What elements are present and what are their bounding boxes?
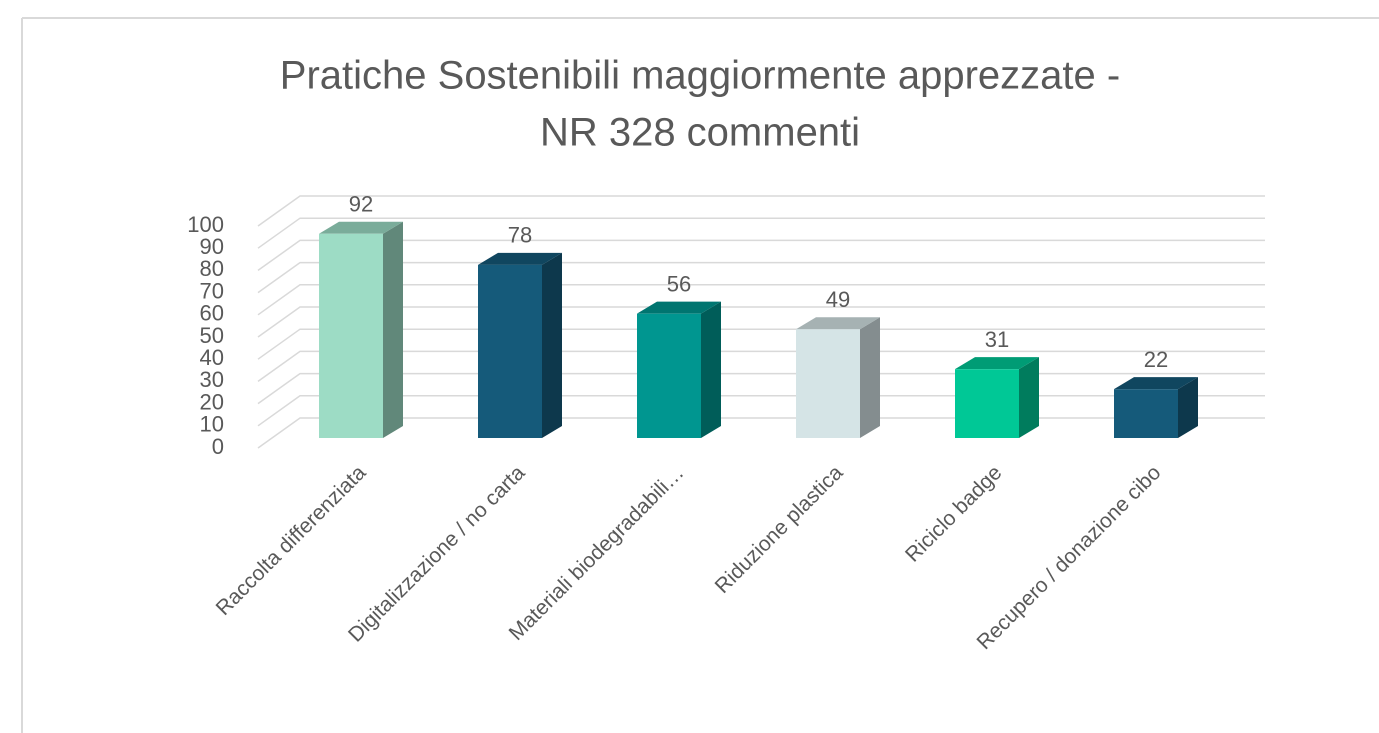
bar-front	[955, 369, 1019, 438]
x-tick-label: Raccolta differenziata	[212, 461, 371, 620]
bar-side	[701, 301, 721, 438]
grid-line	[257, 239, 1265, 272]
grid-line	[257, 350, 1265, 383]
bar-front	[1114, 389, 1178, 438]
value-label: 78	[508, 223, 532, 248]
value-label: 22	[1144, 347, 1168, 372]
bar-front	[796, 329, 860, 438]
y-tick-label: 100	[187, 212, 224, 237]
chart-title: Pratiche Sostenibili maggiormente apprez…	[280, 54, 1120, 98]
bar-top	[796, 317, 880, 330]
x-tick-label: Riciclo badge	[901, 461, 1006, 566]
bar-front	[478, 264, 542, 438]
grid-line	[257, 217, 1265, 249]
grid-line	[257, 195, 1265, 227]
bar	[637, 301, 721, 438]
bar-top	[1114, 377, 1198, 390]
grid-line	[257, 395, 1265, 427]
bar-side	[860, 317, 880, 438]
bar	[319, 221, 403, 438]
grid-line	[257, 328, 1265, 360]
bar-side	[542, 252, 562, 438]
x-tick-label: Riduzione plastica	[711, 461, 848, 598]
x-tick-label: Digitalizzazione / no carta	[344, 461, 530, 647]
x-tick-label: Recupero / donazione cibo	[973, 461, 1166, 654]
value-label: 49	[826, 287, 850, 312]
y-tick-label: 60	[200, 301, 224, 326]
bar-front	[319, 233, 383, 438]
bar-top	[319, 221, 403, 234]
grid-line	[257, 261, 1265, 294]
bar-side	[383, 221, 403, 438]
bar	[796, 317, 880, 438]
grid-line	[257, 417, 1265, 449]
y-tick-label: 70	[200, 278, 224, 303]
grid-line	[257, 284, 1265, 316]
y-tick-label: 90	[200, 234, 224, 259]
y-tick-label: 20	[200, 389, 224, 414]
bar-top	[955, 357, 1039, 370]
grid-line	[257, 372, 1265, 405]
bar	[1114, 377, 1198, 438]
bar-side	[1178, 377, 1198, 438]
y-tick-label: 40	[200, 345, 224, 370]
chart-subtitle: NR 328 commenti	[540, 111, 860, 155]
grid-line	[257, 306, 1265, 338]
bar-top	[478, 252, 562, 265]
y-tick-label: 30	[200, 367, 224, 392]
value-label: 56	[667, 271, 691, 296]
y-tick-label: 10	[200, 412, 224, 437]
bar-side	[1019, 357, 1039, 438]
value-label: 31	[985, 327, 1009, 352]
bar	[478, 252, 562, 438]
bar-top	[637, 301, 721, 314]
value-label: 92	[349, 192, 373, 217]
bar	[955, 357, 1039, 438]
y-tick-label: 0	[212, 434, 224, 459]
y-tick-label: 50	[200, 323, 224, 348]
bar-front	[637, 313, 701, 438]
x-tick-label: Materiali biodegradabili…	[505, 461, 689, 645]
y-tick-label: 80	[200, 256, 224, 281]
